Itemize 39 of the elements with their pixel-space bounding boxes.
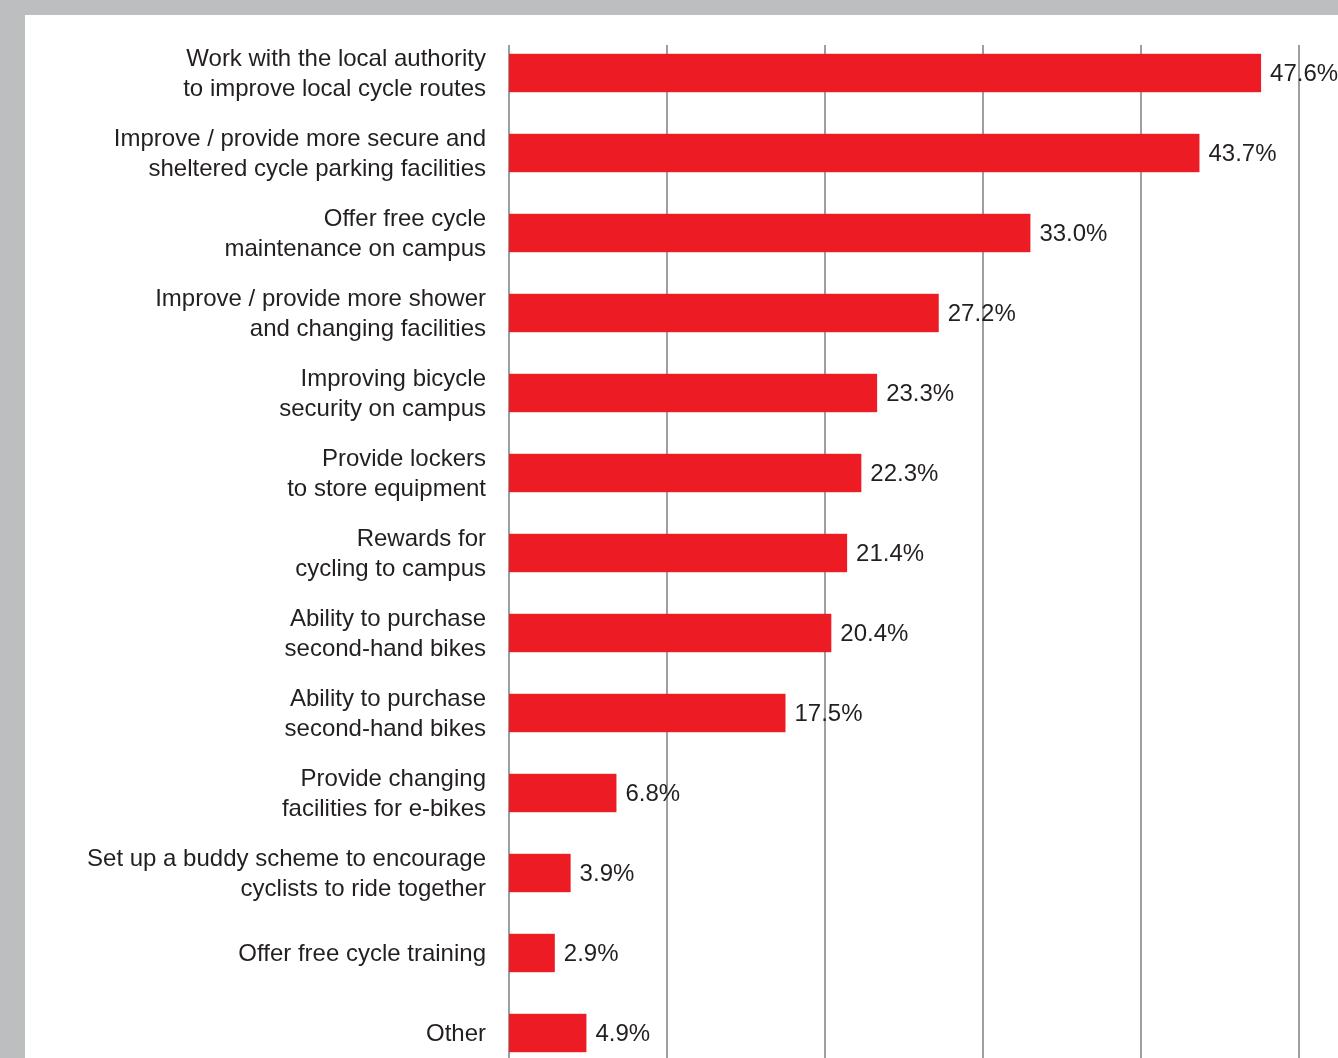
data-label: 27.2% (947, 299, 1016, 327)
data-label: 21.4% (856, 539, 925, 567)
bar (509, 133, 1200, 173)
y-tick-label: Ability to purchase second-hand bikes (284, 684, 486, 742)
y-tick-label: Work with the local authority to improve local cycle routes (183, 44, 486, 102)
bar (509, 1013, 587, 1053)
data-label: 43.7% (1208, 139, 1277, 167)
data-label: 17.5% (794, 699, 863, 727)
data-label: 6.8% (625, 779, 681, 807)
bar (509, 853, 571, 893)
y-tick-label: Offer free cycle maintenance on campus (224, 204, 486, 262)
y-tick-label: Rewards for cycling to campus (295, 524, 487, 582)
bar (509, 453, 862, 493)
data-label: 20.4% (840, 619, 909, 647)
y-tick-label: Other (425, 1019, 486, 1047)
data-label: 23.3% (886, 379, 955, 407)
bar (509, 293, 939, 333)
y-tick-label: Provide changing facilities for e-bikes (281, 764, 486, 822)
y-tick-label: Improve / provide more shower and changing facilities (155, 284, 487, 342)
bar (509, 613, 832, 653)
y-tick-label: Improving bicycle security on campus (279, 364, 486, 422)
y-tick-label: Ability to purchase second-hand bikes (284, 604, 486, 662)
data-label: 22.3% (870, 459, 939, 487)
bar (509, 773, 617, 813)
bar (509, 693, 786, 733)
y-tick-label: Set up a buddy scheme to encourage cyclists to ride together (87, 844, 487, 902)
data-label: 2.9% (563, 939, 619, 967)
bar (509, 933, 555, 973)
data-label: 4.9% (595, 1019, 651, 1047)
bar (509, 213, 1031, 253)
data-label: 33.0% (1039, 219, 1108, 247)
bar (509, 533, 848, 573)
y-tick-label: Improve / provide more secure and sheltered cycle parking facilities (113, 124, 486, 182)
data-label: 47.6% (1270, 59, 1338, 87)
data-label: 3.9% (579, 859, 635, 887)
y-tick-label: Offer free cycle training (238, 939, 486, 967)
bar (509, 53, 1262, 93)
y-tick-label: Provide lockers to store equipment (287, 444, 487, 502)
bar (509, 373, 878, 413)
